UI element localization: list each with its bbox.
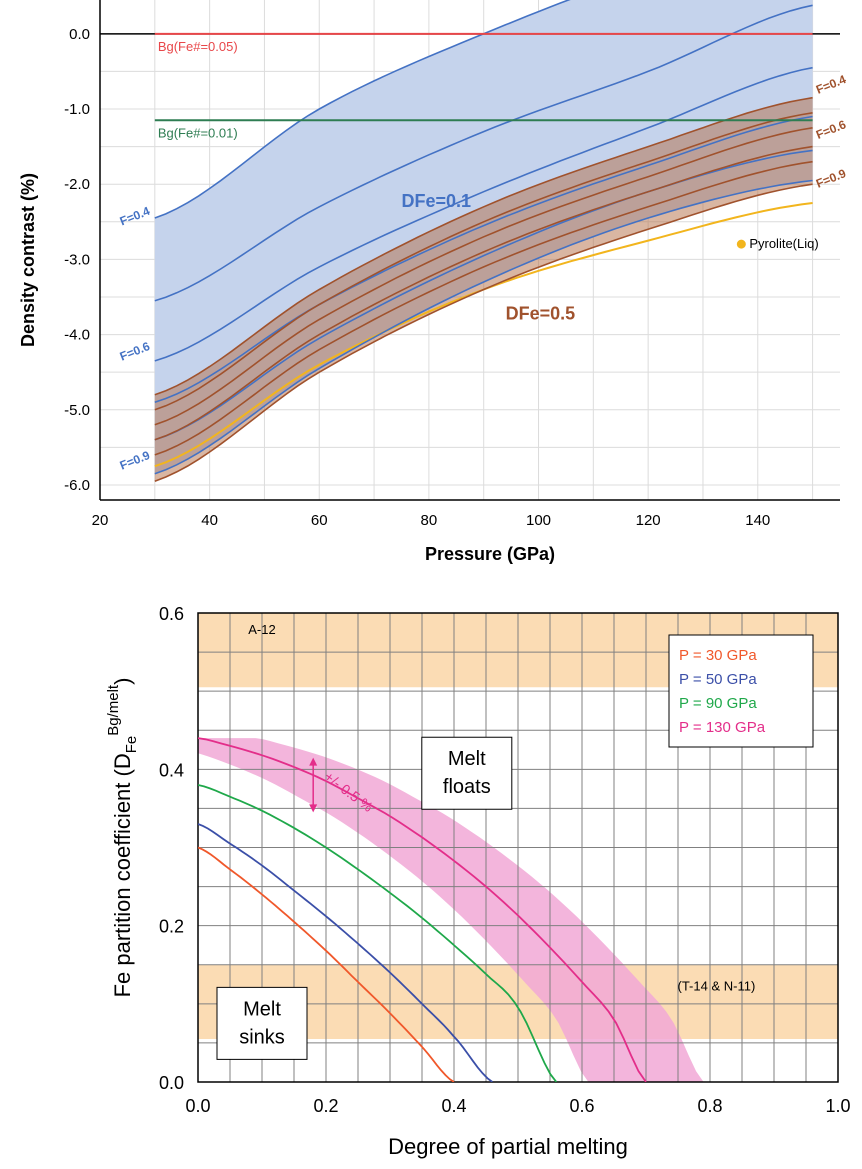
chart2-xtick-label: 1.0	[825, 1096, 850, 1116]
chart2-ytick-label: 0.0	[159, 1073, 184, 1093]
band-label: DFe=0.5	[506, 304, 576, 324]
legend-entry: P = 30 GPa	[679, 647, 757, 664]
chart1-xtick-label: 60	[311, 512, 328, 529]
f-label-dfe01: F=0.4	[118, 204, 152, 229]
band-label: DFe=0.1	[401, 191, 471, 211]
chart1-xtick-label: 140	[745, 512, 770, 529]
uncertainty-arrow-head-up	[309, 757, 318, 766]
band-1-line-0	[154, 96, 813, 396]
text-box-line: floats	[443, 776, 491, 798]
text-box-line: Melt	[448, 748, 486, 770]
chart2-ylabel-sup: Bg/melt	[105, 684, 122, 736]
chart2-ytick-label: 0.6	[159, 604, 184, 624]
pyrolite-legend-label: Pyrolite(Liq)	[749, 236, 818, 251]
legend-entry: P = 90 GPa	[679, 695, 757, 712]
chart2-xtick-label: 0.6	[569, 1096, 594, 1116]
chart2-ytick-label: 0.4	[159, 760, 184, 780]
f-label-dfe05: F=0.4	[814, 72, 848, 97]
band-1-line-3	[154, 145, 813, 441]
band-0-line-5	[154, 179, 813, 475]
fe-partition-chart: +/- 0.5 %A-12(T-14 & N-11)MeltfloatsMelt…	[105, 604, 851, 1159]
chart2-ytick-label: 0.2	[159, 917, 184, 937]
band-1-line-4	[154, 160, 813, 456]
legend-entry: P = 50 GPa	[679, 671, 757, 688]
series-line-3	[198, 737, 647, 1082]
legend-box	[668, 634, 814, 748]
uncertainty-band	[198, 738, 704, 1082]
chart1-ytick-label: -5.0	[64, 402, 90, 419]
chart1-ytick-label: -4.0	[64, 327, 90, 344]
chart2-xtick-label: 0.4	[441, 1096, 466, 1116]
pyrolite-legend-marker	[736, 239, 746, 249]
chart2-x-axis-label: Degree of partial melting	[388, 1134, 628, 1159]
text-box-0	[421, 736, 513, 810]
band-0-line-2	[154, 66, 813, 362]
chart2-xtick-label: 0.2	[313, 1096, 338, 1116]
f-label-dfe01: F=0.9	[118, 448, 152, 473]
chart1-xtick-label: 120	[636, 512, 661, 529]
reference-line-label-1: Bg(Fe#=0.01)	[158, 125, 238, 140]
chart1-ytick-label: -6.0	[64, 477, 90, 494]
chart2-ylabel-main: Fe partition coefficient (D	[110, 753, 135, 997]
chart1-ytick-label: -3.0	[64, 251, 90, 268]
chart1-ytick-label: -1.0	[64, 101, 90, 118]
chart2-xtick-label: 0.0	[185, 1096, 210, 1116]
chart1-xtick-label: 80	[421, 512, 438, 529]
chart1-xtick-label: 100	[526, 512, 551, 529]
chart1-xtick-label: 20	[92, 512, 109, 529]
chart2-ylabel-sub: Fe	[123, 736, 140, 754]
density-contrast-chart: Bg(Fe#=0.05) Bg(Fe#=0.01) 20 40 60 80 100 120 14…	[18, 0, 848, 564]
series-line-1	[198, 823, 493, 1082]
band-0-line-1	[154, 4, 813, 302]
text-box-1	[216, 986, 308, 1060]
f-label-dfe01: F=0.6	[118, 339, 152, 364]
band-1-line-2	[154, 127, 813, 426]
f-label-dfe05: F=0.6	[814, 117, 848, 142]
chart2-xtick-label: 0.8	[697, 1096, 722, 1116]
band-0-line-3	[154, 115, 813, 404]
uncertainty-arrow-head-down	[309, 804, 318, 813]
region-label: (T-14 & N-11)	[678, 979, 756, 994]
band-1-line-5	[154, 183, 813, 482]
text-box-line: Melt	[243, 998, 281, 1020]
chart2-y-axis-label: Fe partition coefficient (DFeBg/melt)	[105, 678, 140, 998]
chart2-ylabel-close: )	[110, 678, 135, 685]
legend-entry: P = 130 GPa	[679, 719, 766, 736]
region-label: A-12	[248, 622, 275, 637]
chart1-xtick-label: 40	[201, 512, 218, 529]
chart1-plot-area	[154, 0, 813, 482]
f-label-dfe05: F=0.9	[814, 166, 848, 191]
chart1-x-axis-label: Pressure (GPa)	[425, 544, 555, 564]
band-1-line-1	[154, 112, 813, 411]
reference-line-label-0: Bg(Fe#=0.05)	[158, 39, 238, 54]
chart1-ytick-label: -2.0	[64, 176, 90, 193]
series-line-0	[198, 846, 455, 1082]
series-line-2	[198, 784, 558, 1082]
text-box-line: sinks	[239, 1026, 285, 1048]
chart1-ytick-label: 0.0	[69, 26, 90, 43]
chart1-y-axis-label: Density contrast (%)	[18, 173, 38, 347]
